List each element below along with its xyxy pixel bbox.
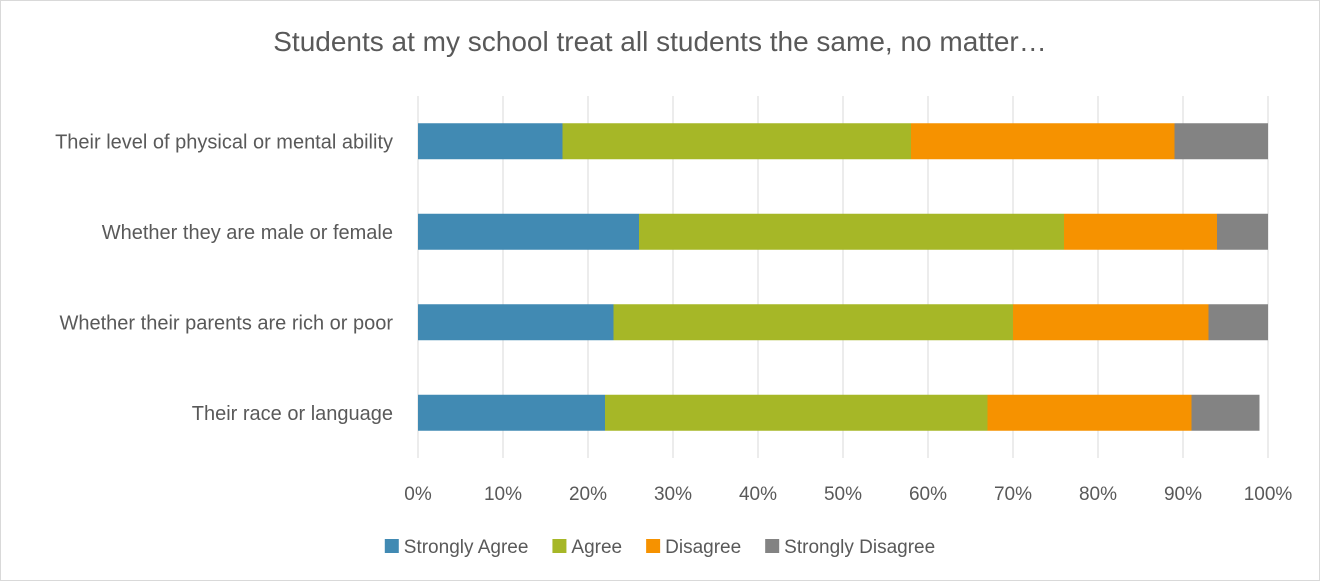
bar-segment bbox=[1208, 304, 1268, 341]
legend-item: Disagree bbox=[646, 537, 741, 558]
category-label: Whether their parents are rich or poor bbox=[60, 312, 394, 334]
category-label: Whether they are male or female bbox=[102, 222, 393, 244]
bar-segment bbox=[418, 123, 563, 160]
legend-label: Agree bbox=[571, 537, 622, 558]
legend-label: Disagree bbox=[665, 537, 741, 558]
legend-label: Strongly Agree bbox=[404, 537, 529, 558]
x-tick-label: 20% bbox=[569, 484, 607, 505]
legend-swatch bbox=[384, 539, 399, 553]
category-label: Their race or language bbox=[192, 403, 393, 425]
legend-swatch bbox=[552, 539, 567, 553]
chart-title: Students at my school treat all students… bbox=[273, 26, 1047, 57]
legend-item: Strongly Agree bbox=[384, 537, 529, 558]
legend-swatch bbox=[765, 539, 780, 553]
category-label: Their level of physical or mental abilit… bbox=[55, 131, 393, 153]
x-tick-label: 100% bbox=[1244, 484, 1293, 505]
legend-swatch bbox=[646, 539, 661, 553]
bar-segment bbox=[911, 123, 1175, 160]
bar-segment bbox=[605, 394, 988, 431]
bar-segment bbox=[639, 213, 1064, 250]
bar-segment bbox=[1174, 123, 1268, 160]
x-tick-label: 50% bbox=[824, 484, 862, 505]
bar-segment bbox=[418, 213, 639, 250]
x-tick-label: 90% bbox=[1164, 484, 1202, 505]
x-tick-label: 70% bbox=[994, 484, 1032, 505]
bar-segment bbox=[1217, 213, 1268, 250]
x-tick-label: 40% bbox=[739, 484, 777, 505]
bar-segment bbox=[418, 394, 605, 431]
bar-segment bbox=[1013, 304, 1209, 341]
bar-segment bbox=[562, 123, 911, 160]
bar-segment bbox=[613, 304, 1013, 341]
bar-segment bbox=[418, 304, 614, 341]
x-tick-label: 30% bbox=[654, 484, 692, 505]
legend-label: Strongly Disagree bbox=[784, 537, 935, 558]
legend-item: Strongly Disagree bbox=[765, 537, 935, 558]
bar-segment bbox=[1064, 213, 1217, 250]
legend-item: Agree bbox=[552, 537, 622, 558]
x-tick-label: 60% bbox=[909, 484, 947, 505]
x-tick-label: 0% bbox=[404, 484, 432, 505]
bar-segment bbox=[1191, 394, 1260, 431]
x-tick-label: 80% bbox=[1079, 484, 1117, 505]
x-tick-label: 10% bbox=[484, 484, 522, 505]
bar-segment bbox=[987, 394, 1192, 431]
